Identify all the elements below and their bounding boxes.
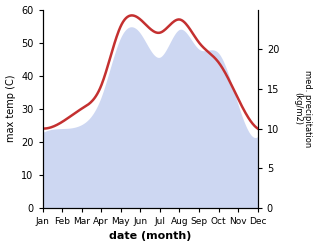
Y-axis label: max temp (C): max temp (C) (5, 75, 16, 143)
X-axis label: date (month): date (month) (109, 231, 191, 242)
Y-axis label: med. precipitation
(kg/m2): med. precipitation (kg/m2) (293, 70, 313, 147)
